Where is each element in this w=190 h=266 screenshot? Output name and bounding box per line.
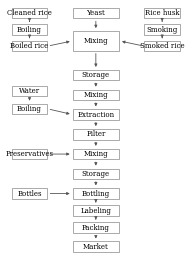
FancyBboxPatch shape <box>144 8 180 19</box>
Text: Water: Water <box>19 87 40 95</box>
Text: Mixing: Mixing <box>84 150 108 158</box>
Text: Labeling: Labeling <box>80 207 111 215</box>
Text: Mixing: Mixing <box>84 37 108 45</box>
FancyBboxPatch shape <box>12 149 48 159</box>
Text: Boiled rice: Boiled rice <box>10 42 49 50</box>
FancyBboxPatch shape <box>73 129 119 140</box>
FancyBboxPatch shape <box>73 242 119 252</box>
FancyBboxPatch shape <box>12 188 48 199</box>
Text: Extraction: Extraction <box>77 111 114 119</box>
Text: Storage: Storage <box>82 71 110 79</box>
FancyBboxPatch shape <box>73 188 119 199</box>
FancyBboxPatch shape <box>73 169 119 179</box>
Text: Bottling: Bottling <box>82 190 110 198</box>
FancyBboxPatch shape <box>144 24 180 35</box>
Text: Smoked rice: Smoked rice <box>140 42 184 50</box>
Text: Preservatives: Preservatives <box>6 150 54 158</box>
Text: Smoking: Smoking <box>146 26 178 34</box>
Text: Yeast: Yeast <box>86 9 105 17</box>
Text: Bottles: Bottles <box>17 190 42 198</box>
Text: Market: Market <box>83 243 109 251</box>
FancyBboxPatch shape <box>12 8 48 19</box>
Text: Storage: Storage <box>82 170 110 178</box>
Text: Packing: Packing <box>82 224 110 232</box>
Text: Boiling: Boiling <box>17 26 42 34</box>
FancyBboxPatch shape <box>73 149 119 159</box>
FancyBboxPatch shape <box>12 86 48 96</box>
Text: Filter: Filter <box>86 130 105 138</box>
FancyBboxPatch shape <box>144 41 180 51</box>
FancyBboxPatch shape <box>73 109 119 120</box>
FancyBboxPatch shape <box>73 8 119 19</box>
FancyBboxPatch shape <box>73 90 119 100</box>
Text: Cleaned rice: Cleaned rice <box>7 9 52 17</box>
FancyBboxPatch shape <box>73 205 119 216</box>
FancyBboxPatch shape <box>73 222 119 233</box>
Text: Boiling: Boiling <box>17 105 42 113</box>
FancyBboxPatch shape <box>12 103 48 114</box>
FancyBboxPatch shape <box>73 70 119 80</box>
FancyBboxPatch shape <box>12 24 48 35</box>
Text: Mixing: Mixing <box>84 91 108 99</box>
FancyBboxPatch shape <box>12 41 48 51</box>
FancyBboxPatch shape <box>73 31 119 51</box>
Text: Rice husk: Rice husk <box>145 9 179 17</box>
